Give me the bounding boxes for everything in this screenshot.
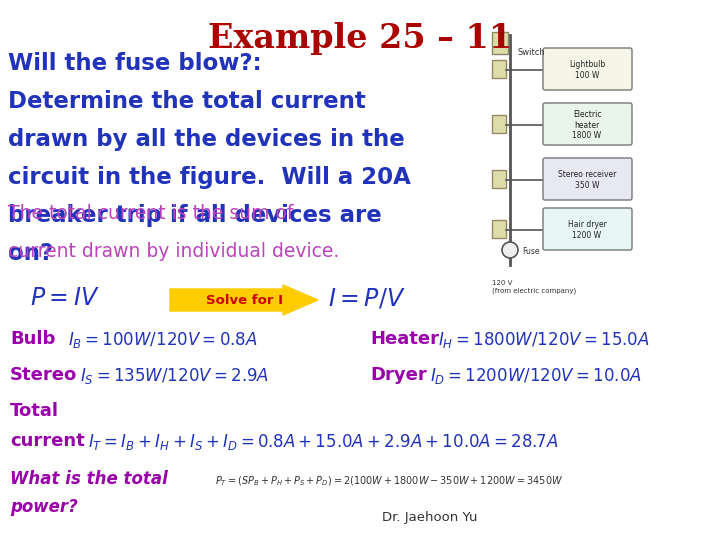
- Text: current drawn by individual device.: current drawn by individual device.: [8, 242, 339, 261]
- FancyBboxPatch shape: [543, 103, 632, 145]
- FancyBboxPatch shape: [543, 158, 632, 200]
- Text: drawn by all the devices in the: drawn by all the devices in the: [8, 128, 405, 151]
- Bar: [492, 115, 506, 133]
- Text: Heater: Heater: [370, 330, 439, 348]
- Text: $I_S = 135W/120V = 2.9A$: $I_S = 135W/120V = 2.9A$: [80, 366, 269, 386]
- Text: current: current: [10, 432, 85, 450]
- FancyBboxPatch shape: [543, 208, 632, 250]
- Text: 120 V
(from electric company): 120 V (from electric company): [492, 280, 576, 294]
- Text: $I_D = 1200W/120V = 10.0A$: $I_D = 1200W/120V = 10.0A$: [430, 366, 642, 386]
- Circle shape: [502, 242, 518, 258]
- Text: Electric
heater
1800 W: Electric heater 1800 W: [572, 110, 602, 140]
- Text: Total: Total: [10, 402, 59, 420]
- Text: Hair dryer
1200 W: Hair dryer 1200 W: [567, 220, 606, 240]
- FancyBboxPatch shape: [543, 48, 632, 90]
- Text: Example 25 – 11: Example 25 – 11: [208, 22, 512, 55]
- Text: The total current is the sum of: The total current is the sum of: [8, 204, 293, 223]
- Text: power?: power?: [10, 498, 78, 516]
- Text: Stereo: Stereo: [10, 366, 77, 384]
- Text: $I_T = I_B + I_H + I_S + I_D = 0.8A + 15.0A + 2.9A + 10.0A = 28.7A$: $I_T = I_B + I_H + I_S + I_D = 0.8A + 15…: [88, 432, 559, 452]
- Text: $I = P/V$: $I = P/V$: [328, 286, 405, 310]
- Bar: [492, 32, 508, 54]
- Text: $I_H = 1800W/120V = 15.0A$: $I_H = 1800W/120V = 15.0A$: [438, 330, 649, 350]
- Bar: [480, 20, 715, 295]
- Text: Will the fuse blow?:: Will the fuse blow?:: [8, 52, 269, 75]
- Text: $P_T = (SP_B + P_H + P_S + P_D) = 2(100W + 1800W - 350W + 1200W = 3450W$: $P_T = (SP_B + P_H + P_S + P_D) = 2(100W…: [215, 474, 563, 488]
- Text: breaker trip if all devices are: breaker trip if all devices are: [8, 204, 382, 227]
- Bar: [492, 220, 506, 238]
- Text: Switch: Switch: [518, 48, 546, 57]
- Text: Determine the total current: Determine the total current: [8, 90, 366, 113]
- Text: Lightbulb
100 W: Lightbulb 100 W: [569, 60, 605, 80]
- FancyArrow shape: [170, 285, 318, 315]
- Text: Dryer: Dryer: [370, 366, 427, 384]
- Text: Solve for I: Solve for I: [205, 294, 282, 307]
- Bar: [492, 60, 506, 78]
- Text: Bulb: Bulb: [10, 330, 55, 348]
- Text: What is the total: What is the total: [10, 470, 168, 488]
- Text: $I_B = 100W/120V = 0.8A$: $I_B = 100W/120V = 0.8A$: [68, 330, 257, 350]
- Text: circuit in the figure.  Will a 20A: circuit in the figure. Will a 20A: [8, 166, 411, 189]
- Text: Fuse: Fuse: [522, 246, 539, 255]
- Text: on?: on?: [8, 242, 53, 265]
- Text: $P = IV$: $P = IV$: [30, 286, 100, 310]
- Text: Stereo receiver
350 W: Stereo receiver 350 W: [558, 170, 616, 190]
- Bar: [492, 170, 506, 188]
- Text: Dr. Jaehoon Yu: Dr. Jaehoon Yu: [382, 511, 478, 524]
